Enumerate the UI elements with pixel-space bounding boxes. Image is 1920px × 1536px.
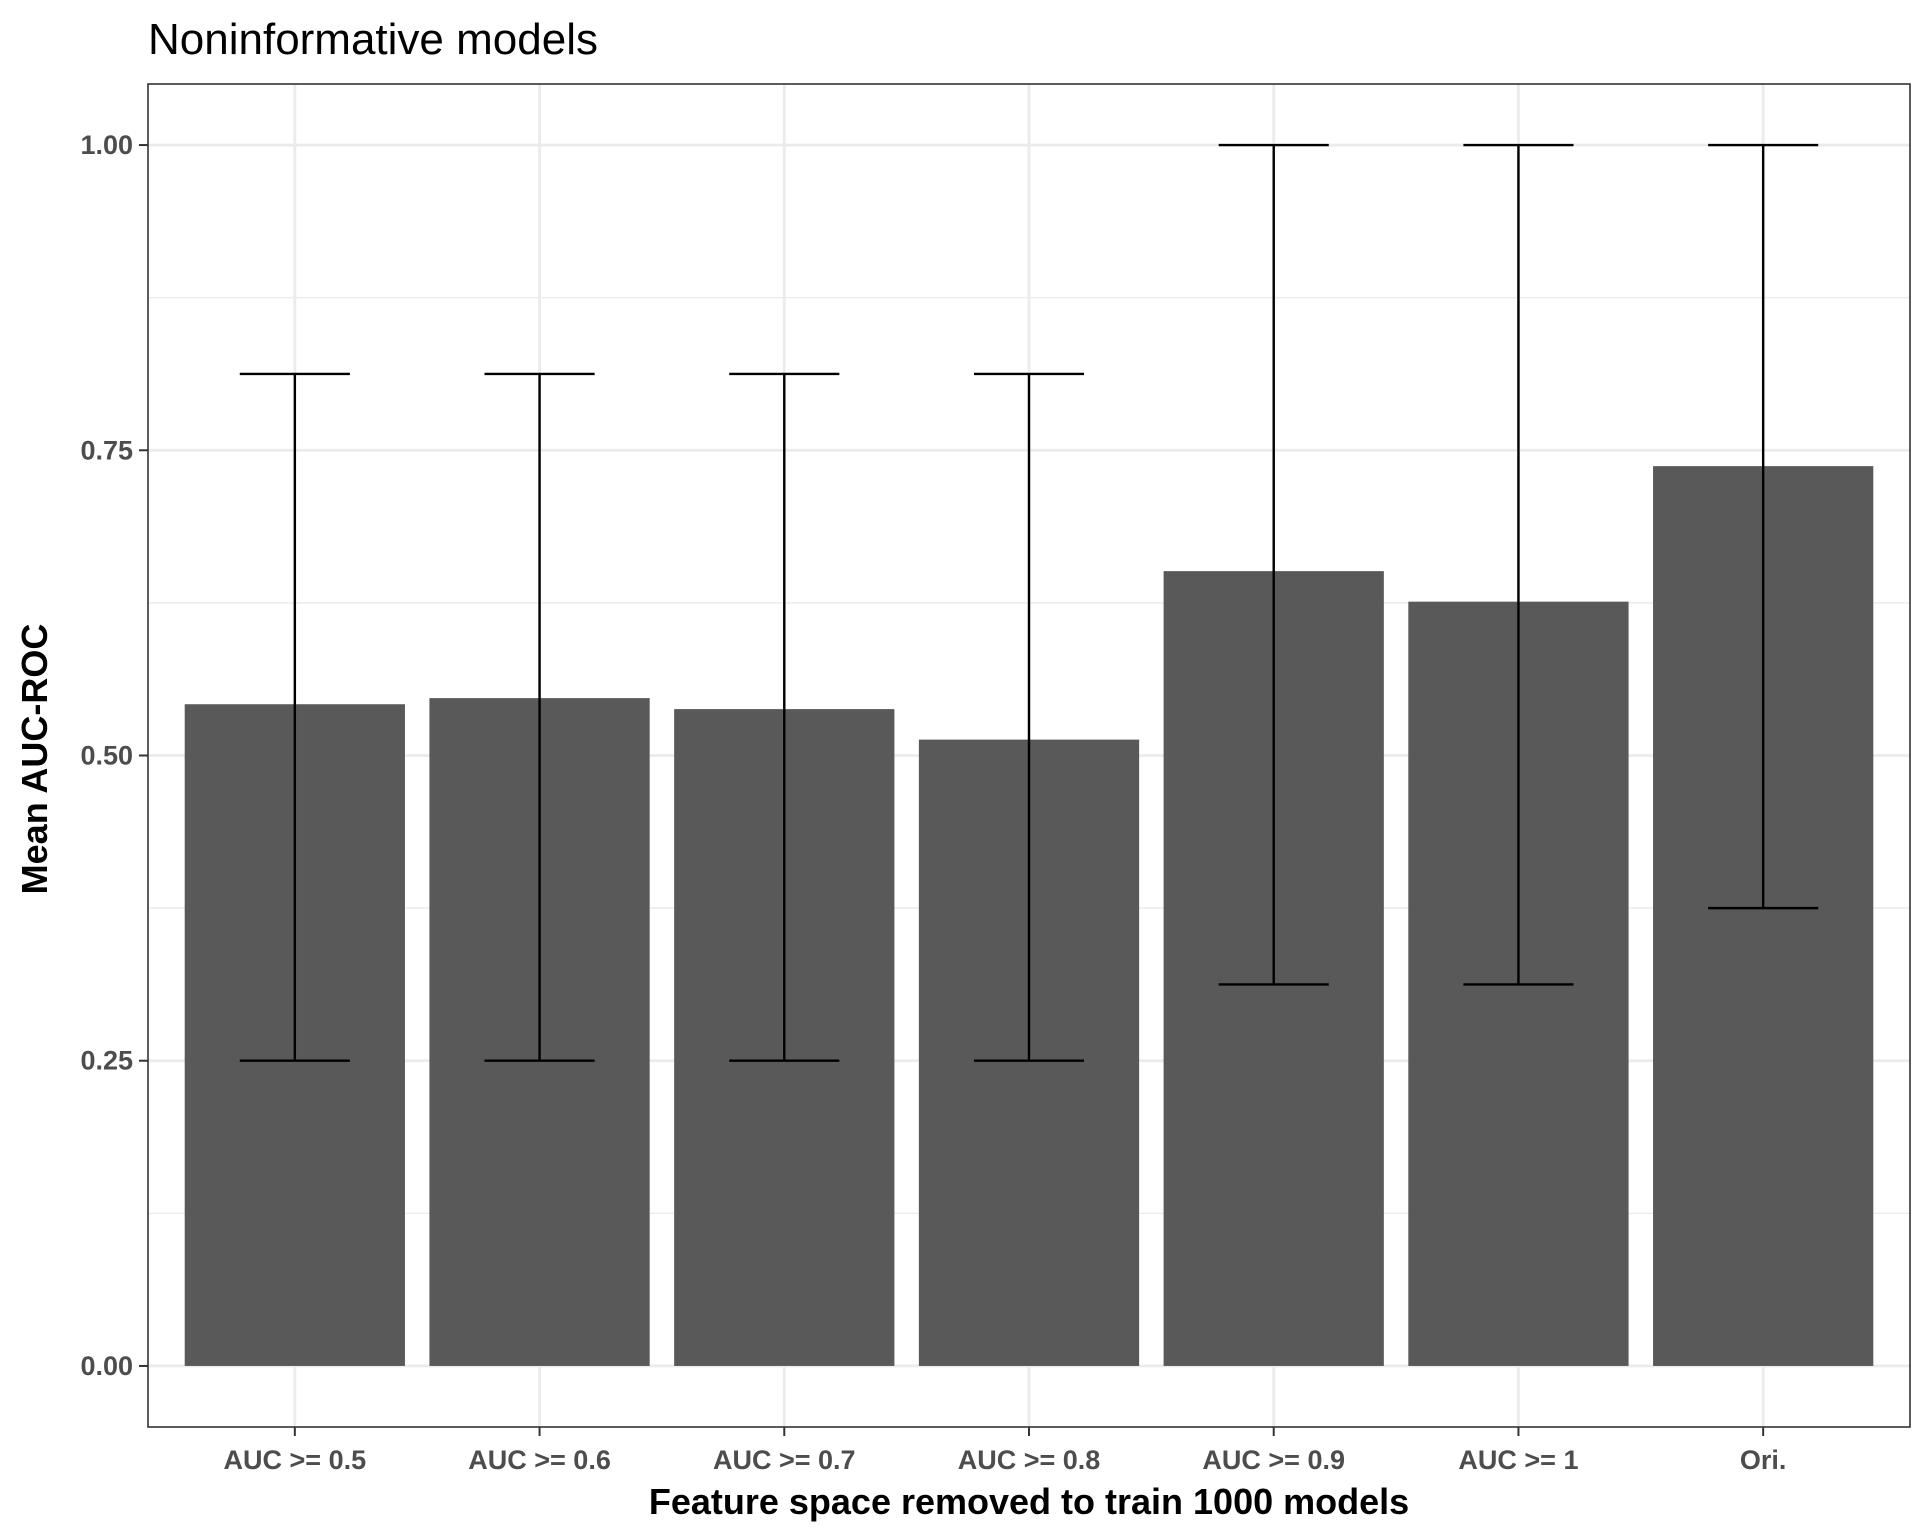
y-tick-label: 1.00 (80, 130, 133, 160)
x-axis: AUC >= 0.5 AUC >= 0.6 AUC >= 0.7 AUC >= 0.8… (224, 1427, 1787, 1475)
y-axis-title: Mean AUC-ROC (14, 624, 55, 895)
y-tick-label: 0.50 (80, 741, 133, 771)
errorbar (484, 372, 595, 1062)
x-axis-title: Feature space removed to train 1000 mode… (649, 1481, 1409, 1522)
x-tick-label: Ori. (1740, 1445, 1787, 1475)
x-tick-label: AUC >= 0.5 (224, 1445, 367, 1475)
y-tick-label: 0.00 (80, 1351, 133, 1381)
errorbar (1463, 143, 1574, 986)
y-tick-label: 0.75 (80, 435, 133, 465)
errorbar (1218, 143, 1329, 986)
errorbar (239, 372, 350, 1062)
errorbar (1708, 143, 1819, 910)
chart-title: Noninformative models (148, 15, 598, 64)
y-tick-label: 0.25 (80, 1046, 133, 1076)
errorbar-layer (239, 143, 1819, 1062)
x-tick-label: AUC >= 0.6 (468, 1445, 611, 1475)
y-axis: 0.00 0.25 0.50 0.75 1.00 (80, 130, 148, 1381)
x-tick-label: AUC >= 0.8 (958, 1445, 1101, 1475)
x-tick-label: AUC >= 0.7 (713, 1445, 856, 1475)
x-tick-label: AUC >= 1 (1458, 1445, 1578, 1475)
errorbar (729, 372, 840, 1062)
errorbar (973, 372, 1085, 1062)
x-tick-label: AUC >= 0.9 (1202, 1445, 1345, 1475)
